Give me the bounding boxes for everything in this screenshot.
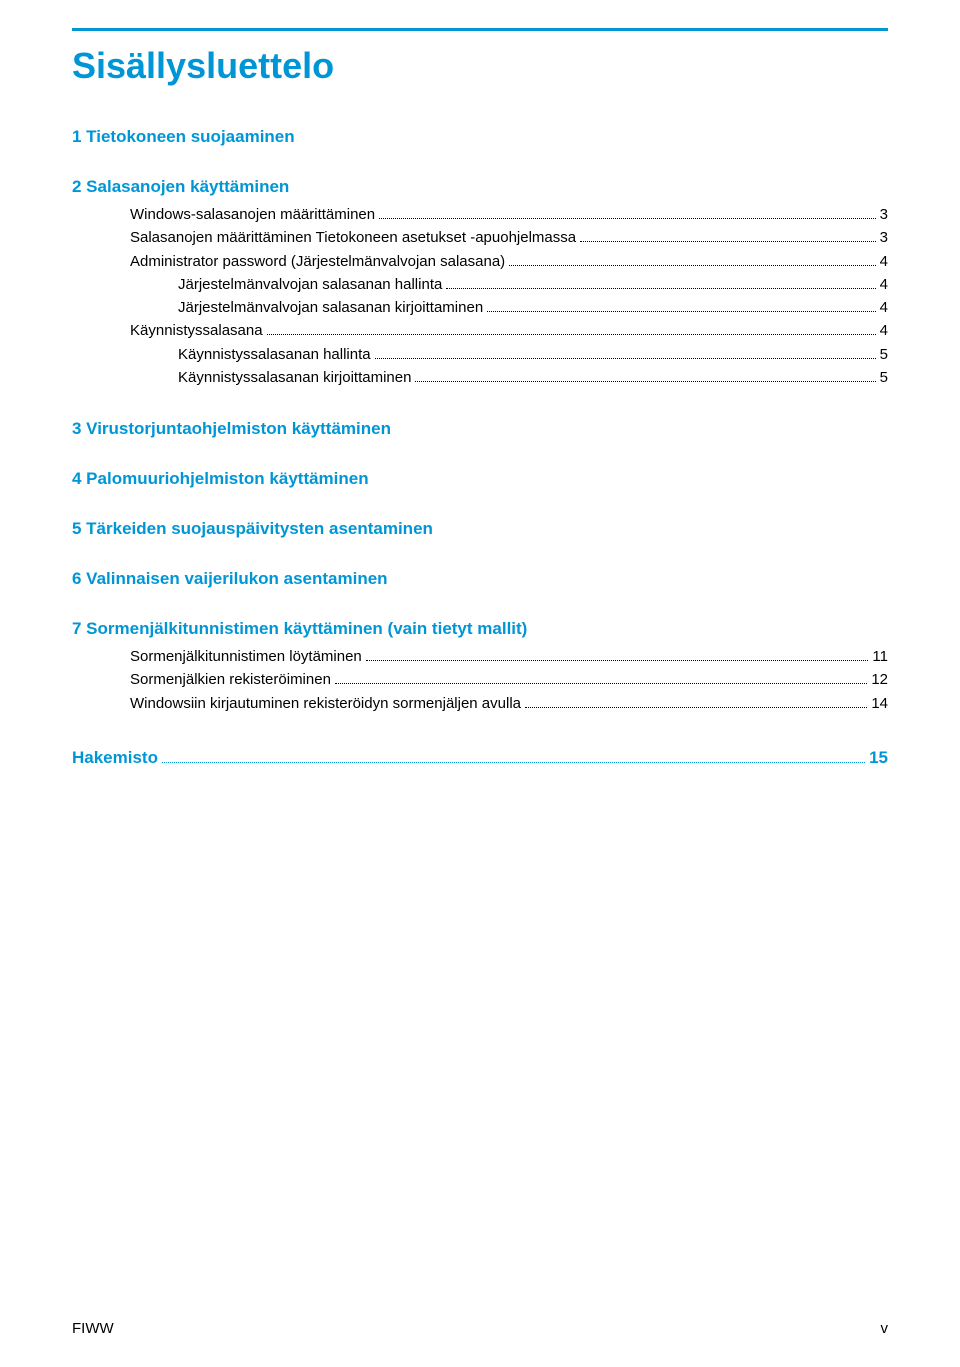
toc-entry[interactable]: Järjestelmänvalvojan salasanan hallinta …: [72, 273, 888, 296]
leader-dots: [446, 288, 875, 289]
toc-page: 5: [880, 366, 888, 389]
leader-dots: [366, 660, 869, 661]
leader-dots: [415, 381, 875, 382]
toc-page: 3: [880, 226, 888, 249]
toc-page: 4: [880, 319, 888, 342]
toc-entry[interactable]: Windows-salasanojen määrittäminen 3: [72, 203, 888, 226]
section-heading-4[interactable]: 4 Palomuuriohjelmiston käyttäminen: [72, 469, 888, 489]
toc-label: Administrator password (Järjestelmänvalv…: [130, 250, 505, 273]
toc-page: 15: [869, 745, 888, 771]
toc-entry[interactable]: Järjestelmänvalvojan salasanan kirjoitta…: [72, 296, 888, 319]
leader-dots: [267, 334, 876, 335]
index-heading: Hakemisto: [72, 745, 158, 771]
section-heading-5[interactable]: 5 Tärkeiden suojauspäivitysten asentamin…: [72, 519, 888, 539]
toc-label: Käynnistyssalasanan kirjoittaminen: [178, 366, 411, 389]
toc-label: Sormenjälkien rekisteröiminen: [130, 668, 331, 691]
toc-page: 4: [880, 250, 888, 273]
toc-entry[interactable]: Käynnistyssalasana 4: [72, 319, 888, 342]
leader-dots: [525, 707, 867, 708]
section-heading-3[interactable]: 3 Virustorjuntaohjelmiston käyttäminen: [72, 419, 888, 439]
toc-page: 5: [880, 343, 888, 366]
toc-entry[interactable]: Windowsiin kirjautuminen rekisteröidyn s…: [72, 692, 888, 715]
section-heading-6[interactable]: 6 Valinnaisen vaijerilukon asentaminen: [72, 569, 888, 589]
toc-label: Windowsiin kirjautuminen rekisteröidyn s…: [130, 692, 521, 715]
footer-right: v: [881, 1320, 889, 1337]
toc-label: Järjestelmänvalvojan salasanan hallinta: [178, 273, 442, 296]
toc-page: 3: [880, 203, 888, 226]
toc-label: Järjestelmänvalvojan salasanan kirjoitta…: [178, 296, 483, 319]
toc-page: 11: [872, 645, 888, 668]
leader-dots: [580, 241, 876, 242]
page-title: Sisällysluettelo: [72, 45, 888, 87]
section-heading-7[interactable]: 7 Sormenjälkitunnistimen käyttäminen (va…: [72, 619, 888, 639]
toc-page: 4: [880, 296, 888, 319]
leader-dots: [375, 358, 876, 359]
leader-dots: [379, 218, 876, 219]
toc-label: Käynnistyssalasana: [130, 319, 263, 342]
toc-entry[interactable]: Salasanojen määrittäminen Tietokoneen as…: [72, 226, 888, 249]
toc-entry[interactable]: Sormenjälkien rekisteröiminen 12: [72, 668, 888, 691]
toc-entry-index[interactable]: Hakemisto 15: [72, 745, 888, 771]
top-rule: [72, 28, 888, 31]
footer-left: FIWW: [72, 1320, 114, 1337]
leader-dots: [335, 683, 867, 684]
toc-label: Salasanojen määrittäminen Tietokoneen as…: [130, 226, 576, 249]
leader-dots: [509, 265, 875, 266]
toc-page: 4: [880, 273, 888, 296]
toc-entry[interactable]: Käynnistyssalasanan hallinta 5: [72, 343, 888, 366]
toc-page: 14: [871, 692, 888, 715]
toc-page: 12: [871, 668, 888, 691]
toc-entry[interactable]: Administrator password (Järjestelmänvalv…: [72, 250, 888, 273]
section-heading-2[interactable]: 2 Salasanojen käyttäminen: [72, 177, 888, 197]
toc-label: Sormenjälkitunnistimen löytäminen: [130, 645, 362, 668]
leader-dots: [162, 762, 865, 763]
toc-label: Käynnistyssalasanan hallinta: [178, 343, 371, 366]
page-footer: FIWW v: [72, 1320, 888, 1337]
leader-dots: [487, 311, 876, 312]
toc-entry[interactable]: Käynnistyssalasanan kirjoittaminen 5: [72, 366, 888, 389]
toc-label: Windows-salasanojen määrittäminen: [130, 203, 375, 226]
toc-entry[interactable]: Sormenjälkitunnistimen löytäminen 11: [72, 645, 888, 668]
section-heading-1[interactable]: 1 Tietokoneen suojaaminen: [72, 127, 888, 147]
